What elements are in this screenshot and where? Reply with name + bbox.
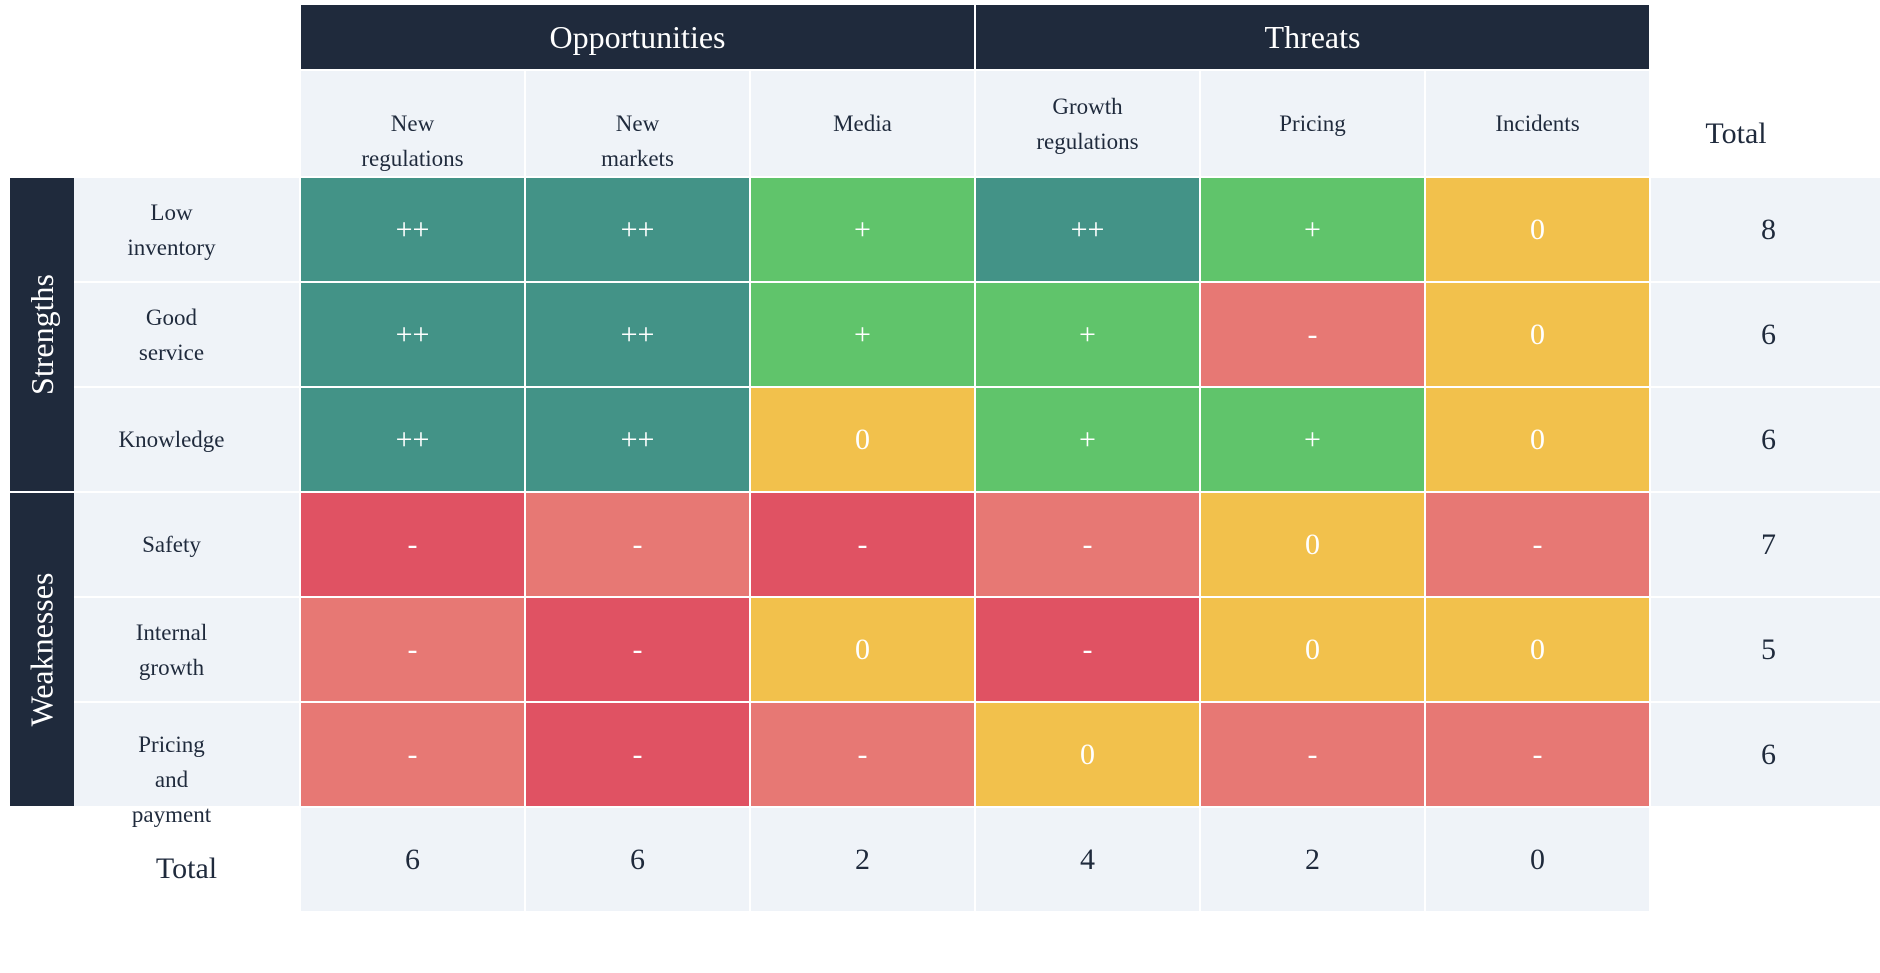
column-total: 2 bbox=[1201, 808, 1424, 911]
score-cell: ++ bbox=[526, 283, 749, 386]
score-cell: ++ bbox=[526, 388, 749, 491]
score-cell: - bbox=[976, 598, 1199, 701]
column-total: 4 bbox=[976, 808, 1199, 911]
score-cell: - bbox=[976, 493, 1199, 596]
row-label: Good service bbox=[138, 304, 205, 365]
column-group-header-threats: Threats bbox=[976, 5, 1649, 69]
column-header: New markets bbox=[526, 71, 749, 176]
score-cell: ++ bbox=[301, 283, 524, 386]
score-cell: 0 bbox=[1426, 598, 1649, 701]
score-cell: 0 bbox=[1426, 388, 1649, 491]
row-label: Low inventory bbox=[127, 199, 216, 260]
score-cell: 0 bbox=[1201, 598, 1424, 701]
column-total-header: Total bbox=[1705, 116, 1767, 150]
row-group-header-strengths: Strengths bbox=[10, 178, 74, 491]
column-header-label: New markets bbox=[601, 111, 674, 171]
score-cell: ++ bbox=[301, 388, 524, 491]
row-total: 8 bbox=[1651, 178, 1880, 281]
score-cell: - bbox=[301, 703, 524, 806]
column-header-label: New regulations bbox=[361, 111, 464, 171]
row-label: Pricing and payment bbox=[131, 732, 212, 827]
score-cell: - bbox=[751, 493, 974, 596]
row-band: Safety bbox=[74, 493, 299, 596]
row-band: Pricing and payment bbox=[74, 703, 299, 827]
row-group-label: Weaknesses bbox=[23, 572, 60, 727]
score-cell: + bbox=[1201, 178, 1424, 281]
row-label: Safety bbox=[142, 532, 201, 557]
score-cell: - bbox=[1426, 493, 1649, 596]
column-group-header-opportunities: Opportunities bbox=[301, 5, 974, 69]
score-cell: - bbox=[526, 703, 749, 806]
column-total: 2 bbox=[751, 808, 974, 911]
row-total-header: Total bbox=[155, 851, 218, 885]
score-cell: + bbox=[976, 388, 1199, 491]
row-band: Internal growth bbox=[74, 598, 299, 701]
score-cell: - bbox=[1201, 703, 1424, 806]
column-header: Pricing bbox=[1201, 71, 1424, 176]
row-total: 6 bbox=[1651, 703, 1880, 806]
score-cell: - bbox=[1426, 703, 1649, 806]
column-total: 6 bbox=[301, 808, 524, 911]
score-cell: 0 bbox=[1201, 493, 1424, 596]
row-total: 7 bbox=[1651, 493, 1880, 596]
column-header-label: Growth regulations bbox=[1036, 93, 1139, 154]
row-total: 6 bbox=[1651, 283, 1880, 386]
score-cell: ++ bbox=[976, 178, 1199, 281]
column-header-label: Incidents bbox=[1495, 111, 1580, 136]
score-cell: - bbox=[526, 598, 749, 701]
row-label: Knowledge bbox=[118, 427, 225, 452]
row-label: Internal growth bbox=[135, 619, 208, 680]
column-header: Media bbox=[751, 71, 974, 176]
column-header-label: Media bbox=[833, 111, 892, 136]
score-cell: - bbox=[301, 598, 524, 701]
column-header: New regulations bbox=[301, 71, 524, 176]
score-cell: + bbox=[976, 283, 1199, 386]
score-cell: ++ bbox=[301, 178, 524, 281]
score-cell: + bbox=[751, 178, 974, 281]
column-header-label: Pricing bbox=[1279, 111, 1346, 136]
score-cell: 0 bbox=[976, 703, 1199, 806]
row-band: Low inventory bbox=[74, 178, 299, 281]
score-cell: - bbox=[526, 493, 749, 596]
score-cell: ++ bbox=[526, 178, 749, 281]
column-total: 0 bbox=[1426, 808, 1649, 911]
score-cell: - bbox=[301, 493, 524, 596]
row-band: Good service bbox=[74, 283, 299, 386]
score-cell: + bbox=[751, 283, 974, 386]
score-cell: 0 bbox=[751, 598, 974, 701]
row-band: Knowledge bbox=[74, 388, 299, 491]
score-cell: 0 bbox=[1426, 178, 1649, 281]
column-total: 6 bbox=[526, 808, 749, 911]
score-cell: 0 bbox=[751, 388, 974, 491]
column-header: Incidents bbox=[1426, 71, 1649, 176]
score-cell: - bbox=[1201, 283, 1424, 386]
row-group-header-weaknesses: Weaknesses bbox=[10, 493, 74, 806]
row-total: 6 bbox=[1651, 388, 1880, 491]
score-cell: - bbox=[751, 703, 974, 806]
score-cell: + bbox=[1201, 388, 1424, 491]
column-header: Growth regulations bbox=[976, 71, 1199, 176]
row-total: 5 bbox=[1651, 598, 1880, 701]
row-group-label: Strengths bbox=[23, 274, 60, 395]
score-cell: 0 bbox=[1426, 283, 1649, 386]
